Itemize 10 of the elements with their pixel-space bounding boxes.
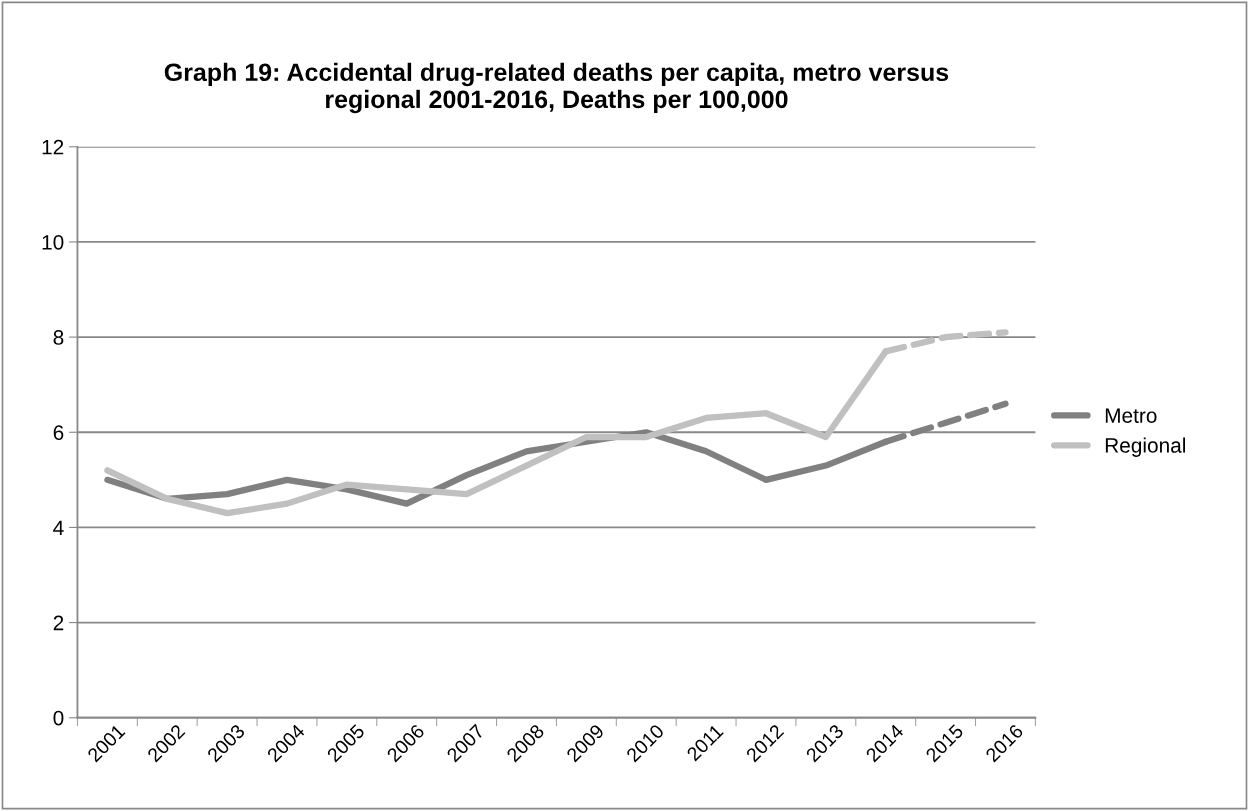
chart-title: Graph 19: Accidental drug-related deaths per capita, metro versus regional 2001-2016, Deaths per 100,000 (164, 62, 949, 114)
legend-label: Regional (1105, 437, 1186, 457)
y-tick-label: 2 (53, 615, 64, 631)
y-tick-label: 12 (42, 139, 64, 155)
y-tick-label: 0 (53, 710, 64, 726)
y-tick-label: 8 (53, 330, 64, 345)
y-tick-label: 10 (42, 234, 64, 250)
legend-label: Metro (1105, 408, 1157, 423)
y-tick-label: 4 (53, 520, 64, 535)
y-tick-label: 6 (53, 425, 64, 441)
